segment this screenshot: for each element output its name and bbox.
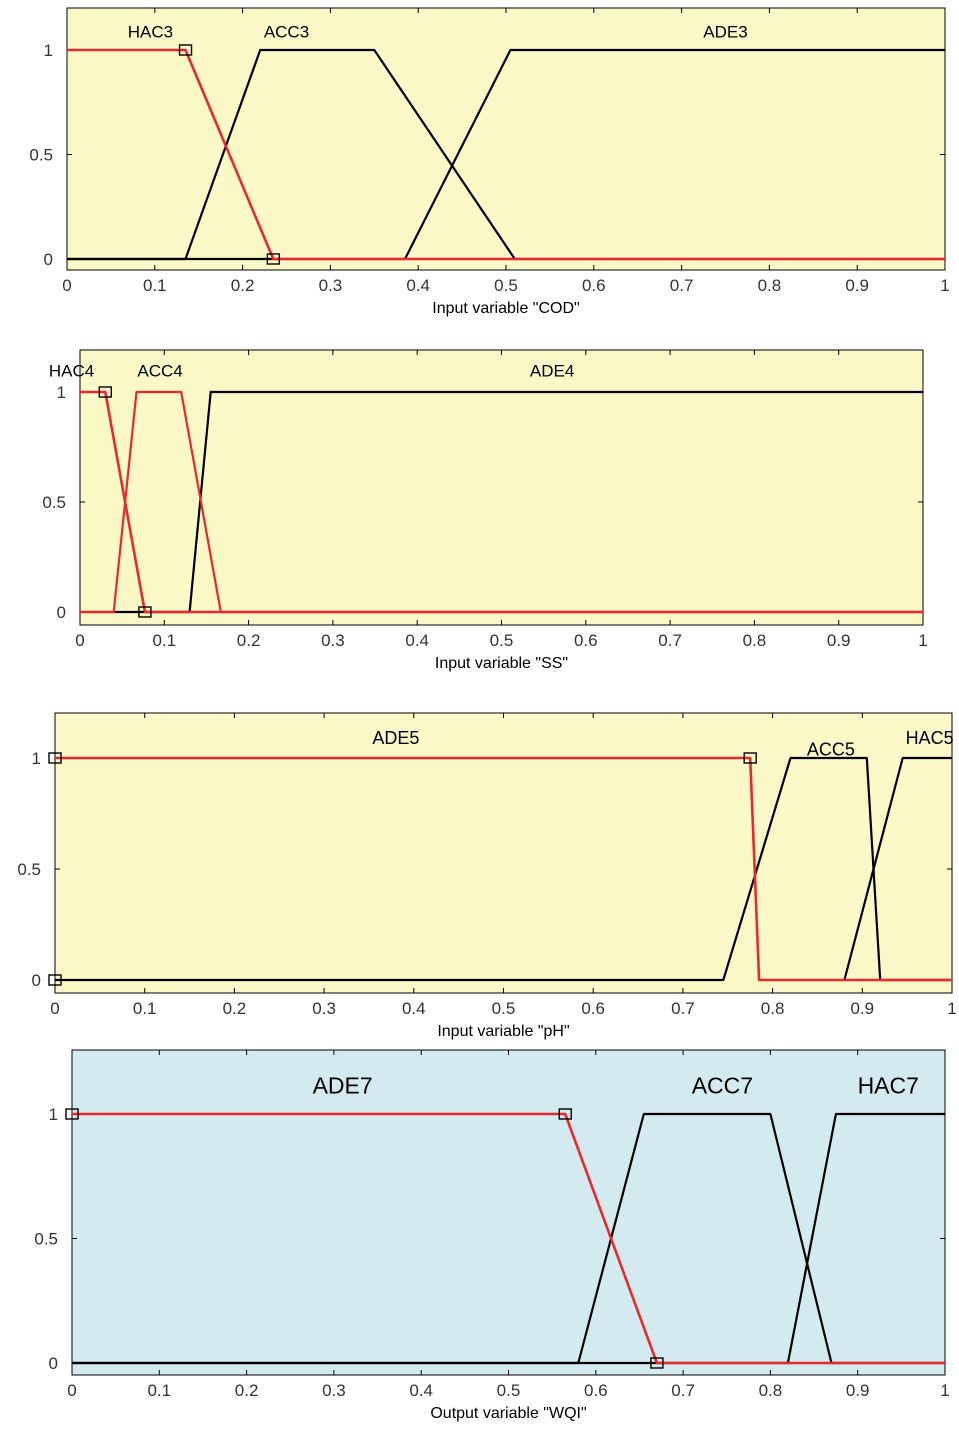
series-label-ade7: ADE7 bbox=[313, 1072, 373, 1098]
y-tick-label: 0 bbox=[57, 603, 66, 622]
y-tick-label: 0 bbox=[49, 1354, 58, 1373]
x-axis-label: Output variable "WQI" bbox=[430, 1405, 586, 1422]
x-tick-label: 0.6 bbox=[582, 276, 606, 295]
chart-panel-1: 0 0.1 0.2 0.3 0.4 0.5 0.6 0.7 0.8 0.9 1 0 0.5 1 Input … bbox=[29, 7, 950, 317]
x-tick-label: 1 bbox=[940, 1381, 949, 1400]
vertex-marker[interactable] bbox=[558, 1108, 572, 1120]
vertex-marker[interactable] bbox=[98, 386, 112, 398]
x-tick-label: 0.2 bbox=[235, 1381, 259, 1400]
series-label-ade5: ADE5 bbox=[372, 728, 419, 748]
series-label-hac3: HAC3 bbox=[128, 23, 173, 42]
vertex-marker[interactable] bbox=[743, 752, 757, 764]
y-tick-label: 0.5 bbox=[34, 1230, 58, 1249]
x-tick-label: 0.2 bbox=[223, 999, 247, 1018]
x-tick-label: 0.6 bbox=[574, 631, 598, 650]
series-label-hac4: HAC4 bbox=[49, 362, 94, 381]
chart-panel-2: 0 0.1 0.2 0.3 0.4 0.5 0.6 0.7 0.8 0.9 1 0 0.5 1 Input … bbox=[42, 349, 928, 672]
plot-area bbox=[54, 712, 953, 994]
x-tick-label: 0.3 bbox=[322, 1381, 346, 1400]
x-tick-label: 0.3 bbox=[312, 999, 336, 1018]
x-tick-label: 0.8 bbox=[761, 999, 785, 1018]
plot-area bbox=[71, 1049, 946, 1376]
x-tick-label: 0.9 bbox=[846, 1381, 870, 1400]
x-tick-label: 0.1 bbox=[152, 631, 176, 650]
vertex-marker[interactable] bbox=[48, 974, 62, 986]
x-tick-label: 0.4 bbox=[409, 1381, 433, 1400]
series-label-acc7: ACC7 bbox=[692, 1072, 753, 1098]
series-line-hac7[interactable] bbox=[72, 1112, 945, 1365]
series-line-hac3[interactable] bbox=[67, 48, 945, 261]
x-tick-label: 0.1 bbox=[147, 1381, 171, 1400]
x-tick-label: 0.5 bbox=[492, 999, 516, 1018]
series-line-acc4[interactable] bbox=[80, 390, 923, 614]
series-label-ade3: ADE3 bbox=[703, 23, 747, 42]
y-tick-label: 0.5 bbox=[29, 146, 53, 165]
x-tick-label: 0.7 bbox=[658, 631, 682, 650]
x-tick-label: 0.7 bbox=[671, 1381, 695, 1400]
y-tick-label: 1 bbox=[32, 749, 41, 768]
series-label-acc3: ACC3 bbox=[264, 23, 309, 42]
series-line-ade7[interactable] bbox=[72, 1112, 945, 1365]
y-tick-label: 0.5 bbox=[42, 493, 66, 512]
x-tick-label: 0.9 bbox=[827, 631, 851, 650]
y-tick-label: 1 bbox=[57, 383, 66, 402]
x-tick-label: 0.6 bbox=[584, 1381, 608, 1400]
y-tick-label: 0.5 bbox=[17, 860, 41, 879]
y-tick-label: 1 bbox=[44, 41, 53, 60]
y-tick-label: 0 bbox=[32, 971, 41, 990]
vertex-marker[interactable] bbox=[178, 44, 193, 56]
x-tick-label: 0.1 bbox=[133, 999, 157, 1018]
x-tick-label: 1 bbox=[918, 631, 927, 650]
x-tick-label: 0.2 bbox=[237, 631, 261, 650]
x-tick-label: 0.7 bbox=[671, 999, 695, 1018]
x-tick-label: 0 bbox=[75, 631, 84, 650]
x-tick-label: 1 bbox=[947, 999, 956, 1018]
series-line-ade3[interactable] bbox=[67, 48, 945, 261]
series-label-acc5: ACC5 bbox=[807, 739, 855, 759]
x-tick-label: 0.4 bbox=[406, 276, 430, 295]
vertex-marker[interactable] bbox=[650, 1357, 664, 1369]
x-tick-label: 0.6 bbox=[581, 999, 605, 1018]
series-label-hac7: HAC7 bbox=[858, 1072, 919, 1098]
x-tick-label: 1 bbox=[940, 276, 949, 295]
vertex-marker[interactable] bbox=[138, 606, 152, 618]
vertex-marker[interactable] bbox=[266, 253, 281, 265]
x-tick-label: 0.9 bbox=[845, 276, 869, 295]
series-label-hac5: HAC5 bbox=[906, 728, 954, 748]
chart-panel-3: 0 0.1 0.2 0.3 0.4 0.5 0.6 0.7 0.8 0.9 1 0 0.5 1 Input … bbox=[17, 712, 957, 1040]
y-tick-label: 1 bbox=[49, 1105, 58, 1124]
series-label-ade4: ADE4 bbox=[530, 362, 574, 381]
x-tick-label: 0.5 bbox=[494, 276, 518, 295]
x-axis-label: Input variable "pH" bbox=[437, 1023, 569, 1040]
chart-panel-4: 0 0.1 0.2 0.3 0.4 0.5 0.6 0.7 0.8 0.9 1 0 0.5 1 Output… bbox=[34, 1049, 950, 1422]
x-tick-label: 0.1 bbox=[143, 276, 167, 295]
y-tick-label: 0 bbox=[44, 250, 53, 269]
x-tick-label: 0.4 bbox=[405, 631, 429, 650]
series-line-ade5[interactable] bbox=[55, 756, 952, 982]
x-tick-label: 0.5 bbox=[490, 631, 514, 650]
x-tick-label: 0.7 bbox=[670, 276, 694, 295]
x-tick-label: 0 bbox=[67, 1381, 76, 1400]
x-axis-label: Input variable "COD" bbox=[432, 300, 579, 317]
x-tick-label: 0.8 bbox=[759, 1381, 783, 1400]
x-tick-label: 0.4 bbox=[402, 999, 426, 1018]
x-tick-label: 0.8 bbox=[758, 276, 782, 295]
plot-area bbox=[66, 7, 946, 271]
vertex-marker[interactable] bbox=[48, 752, 62, 764]
x-tick-label: 0.8 bbox=[743, 631, 767, 650]
x-tick-label: 0.3 bbox=[319, 276, 343, 295]
x-tick-label: 0.3 bbox=[321, 631, 345, 650]
x-tick-label: 0.2 bbox=[231, 276, 255, 295]
series-line-hac5[interactable] bbox=[843, 756, 952, 981]
x-tick-label: 0 bbox=[62, 276, 71, 295]
x-tick-label: 0.9 bbox=[850, 999, 874, 1018]
vertex-marker[interactable] bbox=[65, 1108, 79, 1120]
x-tick-label: 0 bbox=[50, 999, 59, 1018]
x-axis-label: Input variable "SS" bbox=[435, 655, 568, 672]
x-tick-label: 0.5 bbox=[497, 1381, 521, 1400]
series-label-acc4: ACC4 bbox=[137, 362, 182, 381]
